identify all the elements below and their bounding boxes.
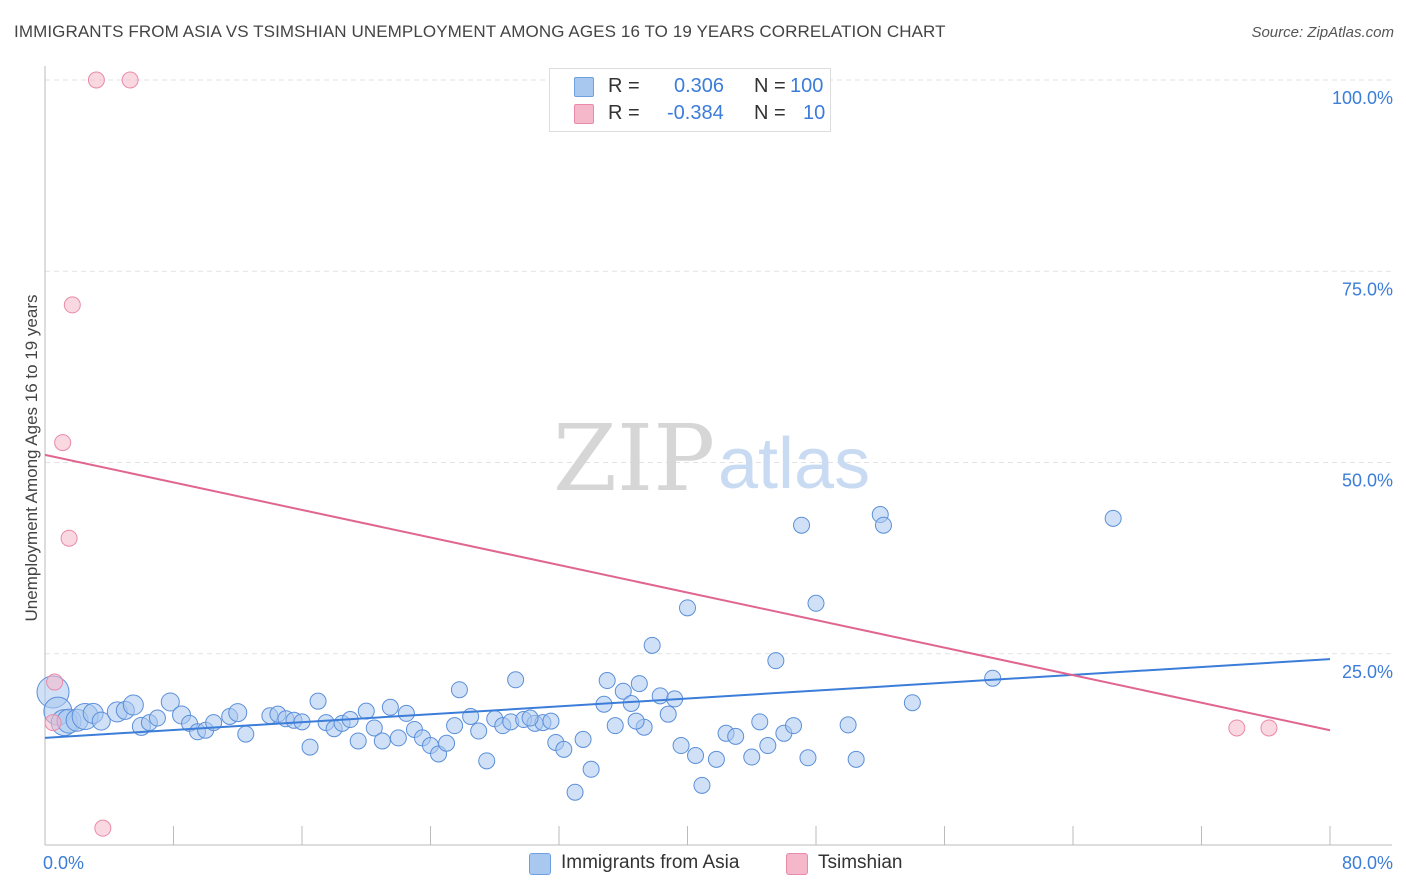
data-point-asia	[397, 704, 415, 722]
data-point-asia	[450, 681, 468, 699]
data-point-tsimshian	[54, 434, 72, 452]
y-tick-label: 100.0%	[1332, 88, 1393, 108]
data-point-asia	[807, 594, 825, 612]
data-point-asia	[542, 712, 560, 730]
x-tick-label: 0.0%	[43, 853, 84, 873]
data-point-asia	[349, 732, 367, 750]
data-point-asia	[365, 719, 383, 737]
data-point-asia	[693, 776, 711, 794]
data-point-asia	[874, 516, 892, 534]
y-tick-label: 25.0%	[1342, 662, 1393, 682]
data-point-asia	[785, 717, 803, 735]
data-point-tsimshian	[63, 296, 81, 314]
data-point-asia	[122, 694, 144, 716]
bottom-legend-swatch-asia	[529, 853, 551, 875]
data-point-asia	[672, 737, 690, 755]
data-point-asia	[984, 669, 1002, 687]
legend-n-label: N =	[754, 102, 786, 124]
data-point-asia	[160, 692, 180, 712]
chart-title: IMMIGRANTS FROM ASIA VS TSIMSHIAN UNEMPL…	[14, 22, 946, 41]
x-tick-label: 80.0%	[1342, 853, 1393, 873]
data-point-asia	[438, 734, 456, 752]
watermark-zip: ZIP	[553, 405, 715, 512]
data-point-asia	[614, 682, 632, 700]
data-point-asia	[687, 746, 705, 764]
data-point-asia	[839, 716, 857, 734]
data-point-asia	[521, 709, 539, 727]
data-point-tsimshian	[121, 71, 139, 89]
tick-labels: 100.0% 75.0% 50.0% 25.0% 0.0% 80.0%	[43, 88, 1393, 873]
data-point-tsimshian	[87, 71, 105, 89]
data-point-asia	[566, 783, 584, 801]
trend-line-tsimshian	[44, 453, 1331, 732]
data-point-asia	[582, 760, 600, 778]
data-point-asia	[555, 740, 573, 758]
data-point-asia	[767, 652, 785, 670]
bottom-legend-label-asia: Immigrants from Asia	[561, 852, 740, 873]
data-point-asia	[148, 709, 166, 727]
data-point-asia	[301, 738, 319, 756]
data-point-tsimshian	[46, 673, 64, 691]
y-tick-label: 50.0%	[1342, 471, 1393, 491]
data-point-asia	[1104, 509, 1122, 527]
data-points	[36, 71, 1278, 837]
data-point-asia	[622, 694, 640, 712]
legend-swatch-tsimshian	[574, 104, 594, 124]
data-point-asia	[903, 694, 921, 712]
data-point-tsimshian	[60, 529, 78, 547]
data-point-tsimshian	[1228, 719, 1246, 737]
data-point-asia	[574, 730, 592, 748]
data-point-asia	[759, 737, 777, 755]
data-point-asia	[389, 729, 407, 747]
legend-n-value: 100	[790, 75, 824, 97]
data-point-asia	[507, 671, 525, 689]
data-point-asia	[91, 711, 111, 731]
data-point-asia	[228, 703, 248, 723]
data-point-asia	[799, 749, 817, 767]
data-point-asia	[373, 732, 391, 750]
data-point-tsimshian	[94, 819, 112, 837]
bottom-legend-swatch-tsimshian	[786, 853, 808, 875]
data-point-asia	[743, 748, 761, 766]
data-point-tsimshian	[1260, 719, 1278, 737]
data-point-asia	[679, 599, 696, 617]
trend-line-asia	[44, 658, 1331, 739]
bottom-legend-label-tsimshian: Tsimshian	[818, 852, 903, 873]
data-point-tsimshian	[44, 714, 62, 732]
data-point-asia	[606, 717, 624, 735]
data-point-asia	[309, 692, 327, 710]
data-point-asia	[643, 636, 661, 654]
y-axis-label: Unemployment Among Ages 16 to 19 years	[22, 294, 41, 622]
correlation-legend: R = 0.306 N = 100 R = -0.384 N = 10	[549, 68, 831, 132]
watermark-atlas: atlas	[718, 424, 870, 504]
data-point-asia	[478, 752, 496, 770]
data-point-asia	[630, 675, 648, 693]
legend-n-label: N =	[754, 75, 786, 97]
data-point-asia	[751, 713, 769, 731]
data-point-asia	[707, 750, 725, 768]
legend-r-value: 0.306	[674, 75, 725, 97]
y-tick-label: 75.0%	[1342, 279, 1393, 299]
grid-lines	[45, 79, 1392, 655]
data-point-asia	[793, 516, 811, 534]
data-point-asia	[598, 672, 616, 690]
data-point-asia	[627, 712, 645, 730]
data-point-asia	[659, 705, 677, 723]
legend-swatch-asia	[574, 77, 594, 97]
data-point-asia	[446, 717, 464, 735]
legend-n-value: 10	[803, 102, 826, 124]
source-label: Source: ZipAtlas.com	[1251, 24, 1394, 41]
data-point-asia	[381, 698, 399, 716]
watermark: ZIP atlas	[553, 405, 870, 512]
legend-r-value: -0.384	[667, 102, 724, 124]
legend-r-label: R =	[608, 102, 640, 124]
data-point-asia	[237, 725, 255, 743]
data-point-asia	[847, 750, 865, 768]
data-point-asia	[470, 722, 488, 740]
trend-lines	[44, 453, 1331, 739]
data-point-asia	[357, 702, 375, 720]
legend-r-label: R =	[608, 75, 640, 97]
data-point-asia	[727, 727, 745, 745]
